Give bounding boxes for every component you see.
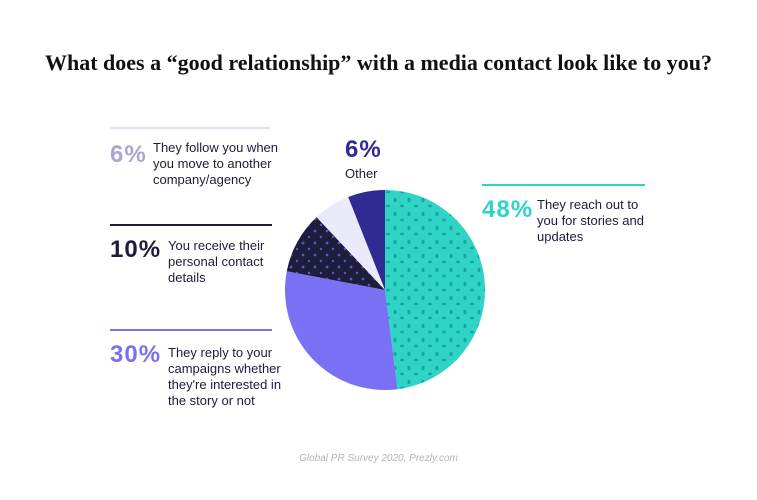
category-label: They reach out to you for stories and up… — [537, 197, 644, 244]
pie-slice — [316, 197, 385, 290]
divider — [110, 329, 272, 331]
pie-slice — [348, 190, 385, 290]
chart-title: What does a “good relationship” with a m… — [45, 50, 712, 75]
source: Global PR Survey 2020, Prezly.com — [299, 453, 458, 464]
pie — [285, 190, 485, 390]
category-label: They reply to your campaigns whether the… — [168, 345, 282, 408]
value-label: 6% — [110, 141, 147, 168]
slice-texture — [286, 217, 385, 290]
value-label: 48% — [482, 196, 534, 223]
value-label: 30% — [110, 341, 162, 368]
divider — [110, 224, 272, 226]
value-label: 6% — [345, 136, 382, 163]
value-label: 10% — [110, 236, 162, 263]
category-label: You receive their personal contact detai… — [168, 238, 265, 285]
category-label: They follow you when you move to another… — [153, 140, 279, 187]
pie-slice — [285, 271, 398, 390]
category-label: Other — [345, 166, 378, 181]
divider — [110, 127, 270, 129]
divider — [482, 184, 645, 186]
slice-texture — [385, 190, 485, 390]
